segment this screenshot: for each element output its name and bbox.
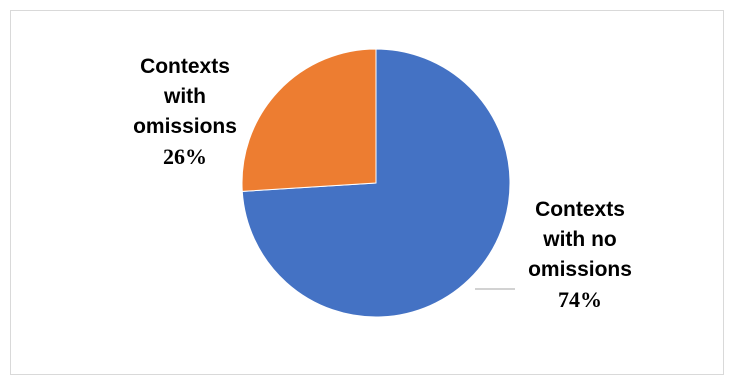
pie-slice-contexts-with-omissions	[241, 48, 377, 192]
slice-percent-label: 74%	[558, 287, 602, 312]
slice-percent-label: 26%	[163, 144, 207, 169]
slice-label-line: omissions	[528, 258, 632, 281]
slice-label-line: Contexts	[140, 55, 230, 78]
slice-label-line: with no	[543, 228, 617, 251]
slice-label-contexts-with-omissions: Contexts with omissions 26%	[110, 52, 260, 172]
slice-label-contexts-with-no-omissions: Contexts with no omissions 74%	[505, 195, 655, 315]
slice-label-line: Contexts	[535, 198, 625, 221]
slice-label-line: with	[164, 85, 206, 108]
slice-label-line: omissions	[133, 115, 237, 138]
pie-slices	[241, 48, 511, 318]
